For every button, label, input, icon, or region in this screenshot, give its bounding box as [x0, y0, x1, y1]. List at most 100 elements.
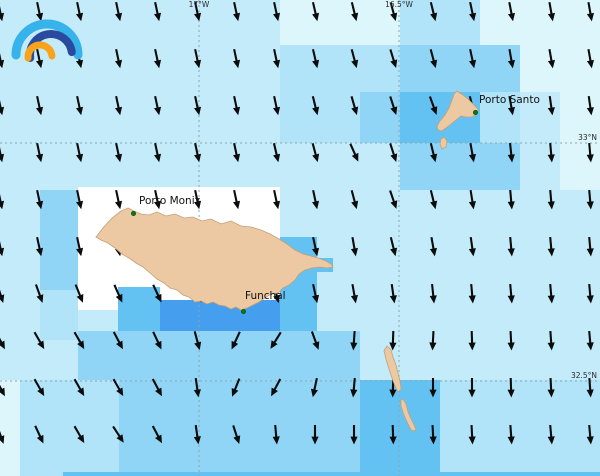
wind-arrow-icon: [547, 48, 555, 69]
wind-speed-cell: [360, 380, 440, 476]
wind-speed-cell: [280, 0, 400, 45]
wind-arrow-icon: [389, 190, 398, 209]
wind-arrow-icon: [507, 236, 515, 257]
wind-arrow-icon: [113, 284, 123, 303]
wind-arrow-icon: [36, 95, 44, 116]
wind-arrow-icon: [194, 48, 202, 69]
wind-arrow-icon: [311, 1, 320, 22]
wind-arrow-icon: [350, 96, 359, 116]
wind-speed-cell: [40, 290, 78, 340]
wind-speed-cell: [118, 287, 160, 331]
wind-arrow-icon: [271, 378, 282, 397]
wind-arrow-icon: [429, 378, 437, 398]
wind-arrow-icon: [115, 95, 123, 116]
place-marker-dot[interactable]: [473, 110, 478, 115]
wind-arrow-icon: [76, 95, 84, 116]
wind-speed-cell: [0, 380, 20, 476]
wind-arrow-icon: [193, 377, 201, 398]
wind-arrow-icon: [547, 1, 555, 22]
wind-speed-cell: [400, 0, 480, 45]
app-logo[interactable]: [0, 0, 100, 78]
wind-arrow-icon: [350, 2, 359, 22]
wind-arrow-icon: [389, 143, 398, 162]
wind-arrow-icon: [586, 377, 594, 398]
wind-arrow-icon: [429, 2, 438, 22]
wind-speed-cell: [560, 143, 600, 190]
wind-arrow-icon: [73, 331, 85, 350]
wind-arrow-icon: [547, 424, 555, 445]
wind-arrow-icon: [312, 236, 320, 257]
wind-arrow-icon: [469, 1, 477, 22]
wind-arrow-icon: [115, 1, 123, 22]
wind-arrow-icon: [389, 237, 398, 257]
wind-arrow-icon: [270, 331, 282, 349]
wind-arrow-icon: [115, 142, 123, 163]
wind-arrow-icon: [507, 330, 515, 351]
place-label: Porto Moniz: [139, 195, 201, 207]
wind-arrow-icon: [389, 330, 397, 351]
wind-speed-cell: [520, 45, 600, 92]
wind-arrow-icon: [0, 425, 5, 444]
wind-arrow-icon: [586, 330, 594, 351]
wind-arrow-icon: [112, 331, 123, 350]
wind-arrow-icon: [76, 142, 84, 163]
wind-arrow-icon: [312, 283, 320, 304]
wind-arrow-icon: [469, 48, 477, 69]
wind-arrow-icon: [507, 283, 515, 304]
wind-arrow-icon: [586, 189, 594, 210]
wind-arrow-icon: [429, 424, 437, 445]
wind-arrow-icon: [547, 330, 555, 351]
wind-arrow-icon: [311, 96, 320, 116]
wind-arrow-icon: [74, 284, 84, 303]
wind-arrow-icon: [36, 48, 44, 69]
wind-arrow-icon: [468, 142, 476, 163]
wind-arrow-icon: [429, 190, 438, 210]
wind-arrow-icon: [507, 424, 515, 445]
wind-arrow-icon: [547, 283, 555, 304]
wind-arrow-icon: [0, 142, 5, 163]
wind-arrow-icon: [233, 95, 241, 116]
wind-arrow-icon: [33, 378, 45, 397]
desertas-island-south: [400, 398, 417, 432]
wind-speed-cell: [63, 472, 600, 476]
place-marker-dot[interactable]: [131, 211, 136, 216]
wind-arrow-icon: [273, 1, 281, 22]
wind-arrow-icon: [193, 331, 202, 351]
wind-arrow-icon: [194, 95, 202, 116]
wind-arrow-icon: [468, 283, 476, 304]
wind-arrow-icon: [350, 49, 359, 69]
wind-arrow-icon: [73, 425, 85, 444]
wind-arrow-icon: [232, 425, 241, 444]
wind-arrow-icon: [0, 1, 5, 22]
wind-arrow-icon: [34, 425, 44, 444]
wind-arrow-icon: [389, 2, 398, 22]
wind-arrow-icon: [350, 283, 358, 304]
wind-arrow-icon: [34, 284, 44, 303]
wind-arrow-icon: [154, 95, 162, 116]
wind-speed-cell: [440, 380, 600, 476]
wind-arrow-icon: [350, 190, 359, 210]
wind-arrow-icon: [233, 48, 241, 69]
wind-arrow-icon: [468, 424, 476, 445]
wind-arrow-icon: [112, 378, 124, 397]
wind-arrow-icon: [507, 48, 515, 69]
wind-arrow-icon: [507, 142, 515, 163]
porto-santo-island: [436, 90, 479, 132]
wind-arrow-icon: [311, 48, 320, 69]
wind-arrow-icon: [507, 189, 515, 210]
place-marker-dot[interactable]: [241, 309, 246, 314]
wind-arrow-icon: [586, 236, 594, 257]
madeira-island: [95, 207, 334, 311]
wind-arrow-icon: [468, 236, 476, 257]
wind-arrow-icon: [154, 1, 162, 22]
wind-arrow-icon: [586, 142, 594, 163]
wind-arrow-icon: [272, 424, 280, 445]
wind-arrow-icon: [0, 48, 5, 69]
wind-speed-cell: [400, 45, 520, 92]
wind-arrow-icon: [194, 142, 202, 163]
wind-arrow-icon: [429, 49, 438, 69]
wind-arrow-icon: [272, 142, 281, 163]
wind-arrow-icon: [586, 1, 594, 22]
